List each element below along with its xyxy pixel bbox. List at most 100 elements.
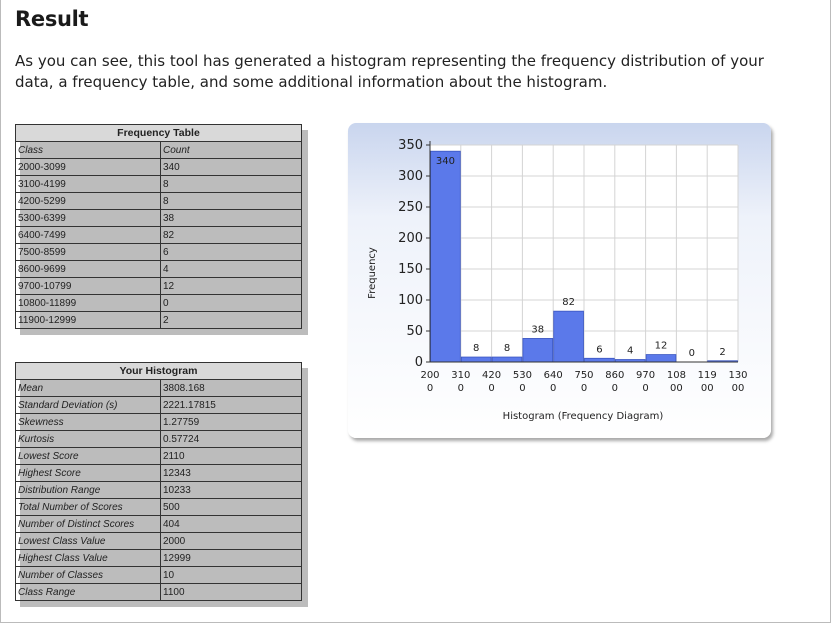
- stat-label: Highest Score: [15, 464, 161, 482]
- x-tick-label: 970: [636, 370, 655, 381]
- stat-value: 404: [160, 515, 302, 533]
- y-axis-label: Frequency: [367, 247, 378, 299]
- stat-label: Distribution Range: [15, 481, 161, 499]
- frequency-table-row: 3100-4199 8: [15, 175, 302, 193]
- page-title: Result: [15, 7, 89, 31]
- frequency-table-row: 10800-11899 0: [15, 294, 302, 312]
- count-cell: 8: [160, 175, 302, 193]
- bar-value-label: 340: [436, 156, 455, 167]
- bar-value-label: 6: [596, 344, 602, 355]
- class-cell: 11900-12999: [15, 311, 161, 329]
- y-tick-label: 50: [406, 324, 423, 339]
- stats-row: Skewness 1.27759: [15, 413, 302, 431]
- stat-label: Standard Deviation (s): [15, 396, 161, 414]
- stats-row: Highest Score 12343: [15, 464, 302, 482]
- stats-row: Kurtosis 0.57724: [15, 430, 302, 448]
- frequency-table-row: 6400-7499 82: [15, 226, 302, 244]
- bar-value-label: 4: [627, 346, 633, 357]
- chart-grid: [429, 144, 739, 363]
- frequency-table-row: 9700-10799 12: [15, 277, 302, 295]
- x-tick-label: 119: [698, 370, 717, 381]
- stat-value: 2110: [160, 447, 302, 465]
- stats-row: Number of Distinct Scores 404: [15, 515, 302, 533]
- histogram-bar: [553, 310, 584, 363]
- count-cell: 12: [160, 277, 302, 295]
- frequency-table-row: 11900-12999 2: [15, 311, 302, 329]
- x-tick-label: 860: [605, 370, 624, 381]
- stats-row: Mean 3808.168: [15, 379, 302, 397]
- y-tick-label: 150: [398, 262, 423, 277]
- frequency-table-row: 8600-9699 4: [15, 260, 302, 278]
- x-tick-label-line2: 0: [550, 383, 556, 394]
- histogram-bar: [430, 150, 461, 363]
- y-tick-label: 300: [398, 169, 423, 184]
- x-tick-label: 420: [482, 370, 501, 381]
- stat-label: Class Range: [15, 583, 161, 601]
- x-tick-label: 130: [728, 370, 747, 381]
- frequency-table-body: Class Count 2000-3099 340 3100-4199 8 4200-5…: [15, 141, 302, 329]
- y-tick-label: 250: [398, 200, 423, 215]
- y-tick-label: 200: [398, 231, 423, 246]
- class-column-header: Class: [15, 141, 161, 159]
- histogram-bar: [584, 357, 615, 363]
- frequency-table-title: Frequency Table: [15, 124, 302, 142]
- stat-label: Lowest Score: [15, 447, 161, 465]
- frequency-table: Frequency Table Class Count 2000-3099 340…: [15, 124, 302, 329]
- stat-value: 10: [160, 566, 302, 584]
- class-cell: 2000-3099: [15, 158, 161, 176]
- frequency-table-row: 7500-8599 6: [15, 243, 302, 261]
- count-cell: 8: [160, 192, 302, 210]
- stats-row: Standard Deviation (s) 2221.17815: [15, 396, 302, 414]
- stat-label: Highest Class Value: [15, 549, 161, 567]
- bar-value-label: 0: [689, 348, 695, 359]
- bar-value-label: 2: [719, 347, 725, 358]
- histogram-bar: [645, 354, 677, 363]
- frequency-table-title-row: Frequency Table: [15, 124, 302, 142]
- x-tick-label: 750: [574, 370, 593, 381]
- stats-row: Class Range 1100: [15, 583, 302, 601]
- bar-value-label: 8: [473, 343, 479, 354]
- histogram-stats-title-row: Your Histogram: [15, 362, 302, 380]
- y-tick-label: 350: [398, 138, 423, 153]
- stat-label: Kurtosis: [15, 430, 161, 448]
- y-tick-label: 100: [398, 293, 423, 308]
- x-tick-label-line2: 0: [458, 383, 464, 394]
- stat-value: 2000: [160, 532, 302, 550]
- stats-row: Number of Classes 10: [15, 566, 302, 584]
- histogram-stats-title: Your Histogram: [15, 362, 302, 380]
- chart-axes: [426, 141, 738, 363]
- bar-value-label: 12: [655, 341, 668, 352]
- class-cell: 10800-11899: [15, 294, 161, 312]
- histogram-chart-panel: 340 8 8 38 82 6 4 12 0 2 0 50 100 150 200 250 300 350 200 0…: [348, 123, 771, 438]
- histogram-stats-table: Your Histogram Mean 3808.168 Standard Devi…: [15, 362, 302, 601]
- stat-value: 3808.168: [160, 379, 302, 397]
- bar-value-label: 8: [504, 343, 510, 354]
- class-cell: 6400-7499: [15, 226, 161, 244]
- frequency-table-row: 5300-6399 38: [15, 209, 302, 227]
- class-cell: 9700-10799: [15, 277, 161, 295]
- x-tick-label-line2: 00: [701, 383, 714, 394]
- frequency-table-row: 2000-3099 340: [15, 158, 302, 176]
- stats-row: Lowest Class Value 2000: [15, 532, 302, 550]
- count-cell: 38: [160, 209, 302, 227]
- class-cell: 5300-6399: [15, 209, 161, 227]
- class-cell: 4200-5299: [15, 192, 161, 210]
- x-tick-label-line2: 0: [488, 383, 494, 394]
- stats-row: Distribution Range 10233: [15, 481, 302, 499]
- stat-label: Total Number of Scores: [15, 498, 161, 516]
- stat-label: Skewness: [15, 413, 161, 431]
- stat-label: Lowest Class Value: [15, 532, 161, 550]
- x-tick-label-line2: 0: [427, 383, 433, 394]
- stats-row: Highest Class Value 12999: [15, 549, 302, 567]
- count-cell: 0: [160, 294, 302, 312]
- stat-value: 12999: [160, 549, 302, 567]
- stat-label: Number of Classes: [15, 566, 161, 584]
- x-tick-label-line2: 00: [670, 383, 683, 394]
- x-tick-label-line2: 0: [581, 383, 587, 394]
- stat-value: 12343: [160, 464, 302, 482]
- stats-row: Total Number of Scores 500: [15, 498, 302, 516]
- stat-value: 10233: [160, 481, 302, 499]
- stat-value: 500: [160, 498, 302, 516]
- class-cell: 3100-4199: [15, 175, 161, 193]
